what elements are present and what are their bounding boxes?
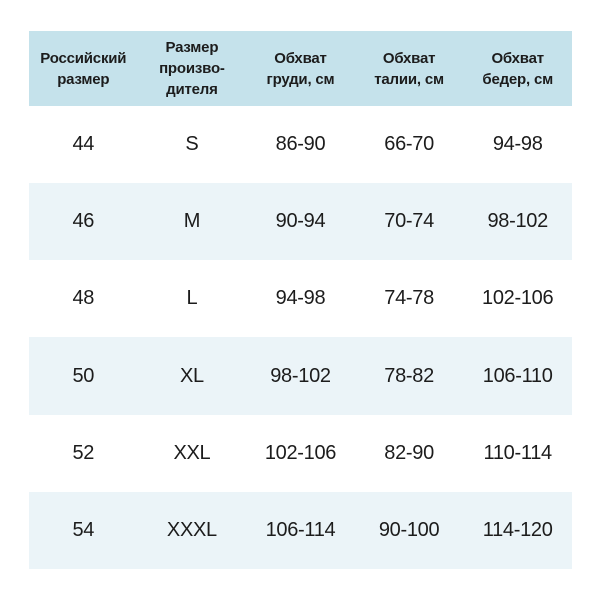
cell-hips: 94-98 — [463, 106, 572, 184]
cell-waist: 90-100 — [354, 491, 464, 569]
cell-manufacturer-size: XXL — [137, 414, 247, 492]
column-header-hips: Обхват бедер, см — [463, 31, 572, 106]
cell-chest: 106-114 — [246, 491, 355, 569]
cell-russian-size: 46 — [29, 183, 138, 261]
cell-waist: 74-78 — [354, 260, 464, 338]
cell-hips: 98-102 — [463, 183, 572, 261]
cell-waist: 66-70 — [354, 106, 464, 184]
cell-manufacturer-size: XXXL — [137, 491, 247, 569]
table-row: 52 XXL 102-106 82-90 110-114 — [29, 414, 572, 492]
cell-manufacturer-size: S — [137, 106, 247, 184]
cell-manufacturer-size: M — [137, 183, 247, 261]
column-header-waist: Обхват талии, см — [354, 31, 464, 106]
table-row: 48 L 94-98 74-78 102-106 — [29, 260, 572, 338]
cell-hips: 102-106 — [463, 260, 572, 338]
column-header-manufacturer-size: Размер произво- дителя — [137, 31, 247, 106]
cell-chest: 94-98 — [246, 260, 355, 338]
table-body: 44 S 86-90 66-70 94-98 46 M 90-94 70-74 … — [29, 106, 572, 569]
cell-waist: 78-82 — [354, 337, 464, 415]
table-row: 44 S 86-90 66-70 94-98 — [29, 106, 572, 184]
cell-hips: 106-110 — [463, 337, 572, 415]
cell-russian-size: 50 — [29, 337, 138, 415]
cell-russian-size: 48 — [29, 260, 138, 338]
size-table: Российский размер Размер произво- дителя… — [29, 31, 572, 569]
cell-manufacturer-size: XL — [137, 337, 247, 415]
cell-russian-size: 44 — [29, 106, 138, 184]
table-row: 50 XL 98-102 78-82 106-110 — [29, 337, 572, 415]
table-row: 54 XXXL 106-114 90-100 114-120 — [29, 491, 572, 569]
cell-chest: 98-102 — [246, 337, 355, 415]
table-header: Российский размер Размер произво- дителя… — [29, 31, 572, 106]
cell-hips: 114-120 — [463, 491, 572, 569]
cell-manufacturer-size: L — [137, 260, 247, 338]
cell-hips: 110-114 — [463, 414, 572, 492]
cell-chest: 86-90 — [246, 106, 355, 184]
cell-waist: 82-90 — [354, 414, 464, 492]
header-row: Российский размер Размер произво- дителя… — [29, 31, 572, 106]
cell-russian-size: 54 — [29, 491, 138, 569]
column-header-chest: Обхват груди, см — [246, 31, 355, 106]
cell-chest: 102-106 — [246, 414, 355, 492]
table-row: 46 M 90-94 70-74 98-102 — [29, 183, 572, 261]
cell-waist: 70-74 — [354, 183, 464, 261]
cell-russian-size: 52 — [29, 414, 138, 492]
cell-chest: 90-94 — [246, 183, 355, 261]
column-header-russian-size: Российский размер — [29, 31, 138, 106]
